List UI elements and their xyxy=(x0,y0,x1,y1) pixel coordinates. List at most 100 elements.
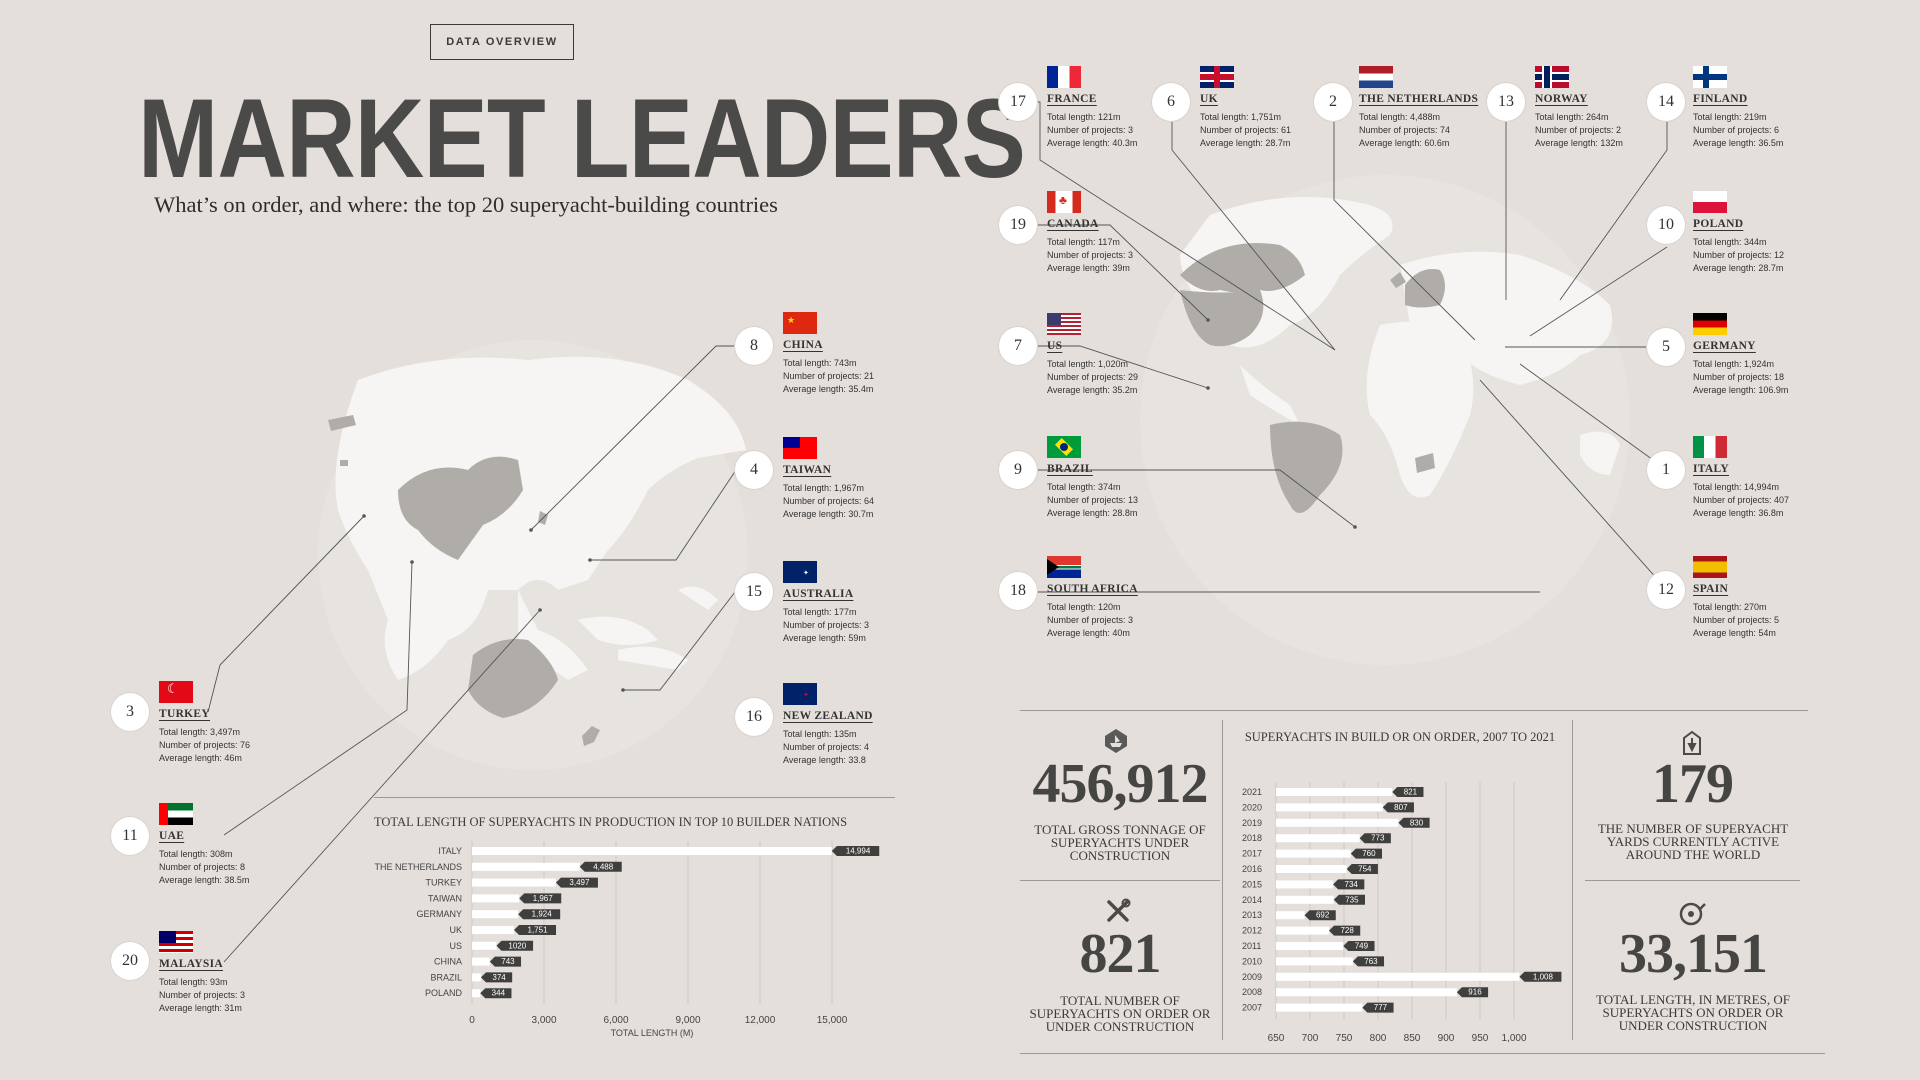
finland-flag-icon xyxy=(1693,66,1727,88)
average-length: Average length: 33.8 xyxy=(783,755,866,765)
category-label: 2010 xyxy=(1242,956,1262,966)
china-flag-icon: ★ xyxy=(783,312,817,334)
bar xyxy=(1276,911,1305,920)
average-length: Average length: 31m xyxy=(159,1003,242,1013)
stats-top-rule xyxy=(1020,710,1808,711)
average-length: Average length: 30.7m xyxy=(783,509,874,519)
average-length: Average length: 132m xyxy=(1535,138,1623,148)
value-label: 754 xyxy=(1358,865,1372,874)
bar xyxy=(1276,895,1334,904)
us-flag-icon xyxy=(1047,313,1081,335)
bar xyxy=(472,926,515,934)
value-label: 1,924 xyxy=(532,910,553,919)
netherlands-flag-icon xyxy=(1359,66,1393,88)
brazil-flag-icon xyxy=(1047,436,1081,458)
total-length: Total length: 93m xyxy=(159,977,228,987)
category-label: 2012 xyxy=(1242,926,1262,936)
tape-measure-icon xyxy=(1678,900,1706,926)
rank-badge: 2 xyxy=(1314,83,1352,121)
value-label: 728 xyxy=(1340,926,1354,935)
total-length: Total length: 344m xyxy=(1693,237,1767,247)
yards-label: THE NUMBER OF SUPERYACHT YARDS CURRENTLY… xyxy=(1597,821,1789,862)
value-label: 374 xyxy=(492,973,506,982)
bar xyxy=(472,862,580,871)
x-tick-label: 1,000 xyxy=(1501,1033,1526,1044)
value-label-tag xyxy=(555,877,598,888)
country-name: SPAIN xyxy=(1693,583,1729,595)
stats-divider-right xyxy=(1572,720,1573,1040)
germany-flag-icon xyxy=(1693,313,1727,335)
value-label: 692 xyxy=(1316,911,1330,920)
bar xyxy=(1276,880,1334,889)
category-label: 2021 xyxy=(1242,787,1262,797)
turkey-flag-icon: ☾ xyxy=(159,681,193,703)
country-name: NORWAY xyxy=(1535,93,1588,105)
country-name: US xyxy=(1047,340,1063,352)
project-count: Number of projects: 64 xyxy=(783,496,875,506)
value-label-tag xyxy=(1329,925,1361,936)
data-overview-tag: DATA OVERVIEW xyxy=(430,24,574,60)
average-length: Average length: 35.2m xyxy=(1047,385,1138,395)
rank-badge: 15 xyxy=(735,573,773,611)
value-label: 749 xyxy=(1355,942,1369,951)
project-count: Number of projects: 3 xyxy=(1047,615,1134,625)
chart1-top-rule xyxy=(374,797,895,798)
country-name: FINLAND xyxy=(1693,93,1748,105)
country-name: ITALY xyxy=(1693,463,1730,475)
stats-divider-left xyxy=(1222,720,1223,1040)
x-tick-label: 12,000 xyxy=(745,1015,776,1026)
value-label-tag xyxy=(831,846,880,856)
total-length: Total length: 121m xyxy=(1047,112,1121,122)
category-label: 2015 xyxy=(1242,879,1262,889)
project-count: Number of projects: 5 xyxy=(1693,615,1780,625)
total-length: Total length: 743m xyxy=(783,358,857,368)
category-label: 2009 xyxy=(1242,972,1262,982)
project-count: Number of projects: 8 xyxy=(159,862,246,872)
project-count: Number of projects: 2 xyxy=(1535,125,1622,135)
country-name: BRAZIL xyxy=(1047,463,1093,475)
value-label-tag xyxy=(1304,910,1336,921)
total-length: Total length: 1,751m xyxy=(1200,112,1282,122)
value-label: 1,967 xyxy=(533,894,554,903)
stats-mid-rule-left xyxy=(1020,880,1220,881)
average-length: Average length: 60.6m xyxy=(1359,138,1450,148)
average-length: Average length: 36.8m xyxy=(1693,508,1784,518)
project-count: Number of projects: 3 xyxy=(783,620,870,630)
total-length: Total length: 117m xyxy=(1047,237,1120,247)
total-length-value: 33,151 xyxy=(1619,923,1768,985)
rank-badge: 16 xyxy=(735,698,773,736)
bar xyxy=(1276,942,1344,950)
project-count: Number of projects: 407 xyxy=(1693,495,1790,505)
project-count: Number of projects: 3 xyxy=(1047,125,1134,135)
stats-bottom-rule xyxy=(1020,1053,1825,1054)
project-count: Number of projects: 3 xyxy=(159,990,246,1000)
total-length-label: TOTAL LENGTH, IN METRES, OF SUPERYACHTS … xyxy=(1596,992,1790,1033)
value-label: 821 xyxy=(1404,788,1418,797)
rank-badge: 17 xyxy=(999,83,1037,121)
bar xyxy=(1276,957,1353,966)
country-name: TAIWAN xyxy=(783,464,832,476)
value-label: 743 xyxy=(501,957,515,966)
bar xyxy=(1276,926,1330,935)
category-label: 2008 xyxy=(1242,987,1262,997)
value-label-tag xyxy=(1519,971,1562,982)
total-length: Total length: 135m xyxy=(783,729,857,739)
category-label: THE NETHERLANDS xyxy=(374,862,462,872)
value-label-tag xyxy=(514,925,557,935)
average-length: Average length: 46m xyxy=(159,753,242,763)
length-by-nation-chart: ITALY 14,994 THE NETHERLANDS 4,488 TURKEY 3,4… xyxy=(374,841,880,1038)
project-count: Number of projects: 4 xyxy=(783,742,870,752)
category-label: 2018 xyxy=(1242,833,1262,843)
australia-flag-icon: ✦ xyxy=(783,561,817,583)
value-label-tag xyxy=(1343,941,1375,951)
average-length: Average length: 39m xyxy=(1047,263,1130,273)
total-length: Total length: 4,488m xyxy=(1359,112,1441,122)
bar xyxy=(1276,818,1399,827)
orders-label: TOTAL NUMBER OF SUPERYACHTS ON ORDER OR … xyxy=(1029,993,1211,1034)
average-length: Average length: 38.5m xyxy=(159,875,250,885)
total-length: Total length: 14,994m xyxy=(1693,482,1780,492)
value-label-tag xyxy=(1382,802,1414,813)
total-length: Total length: 374m xyxy=(1047,482,1121,492)
x-tick-label: 850 xyxy=(1404,1033,1421,1044)
category-label: 2016 xyxy=(1242,864,1262,874)
